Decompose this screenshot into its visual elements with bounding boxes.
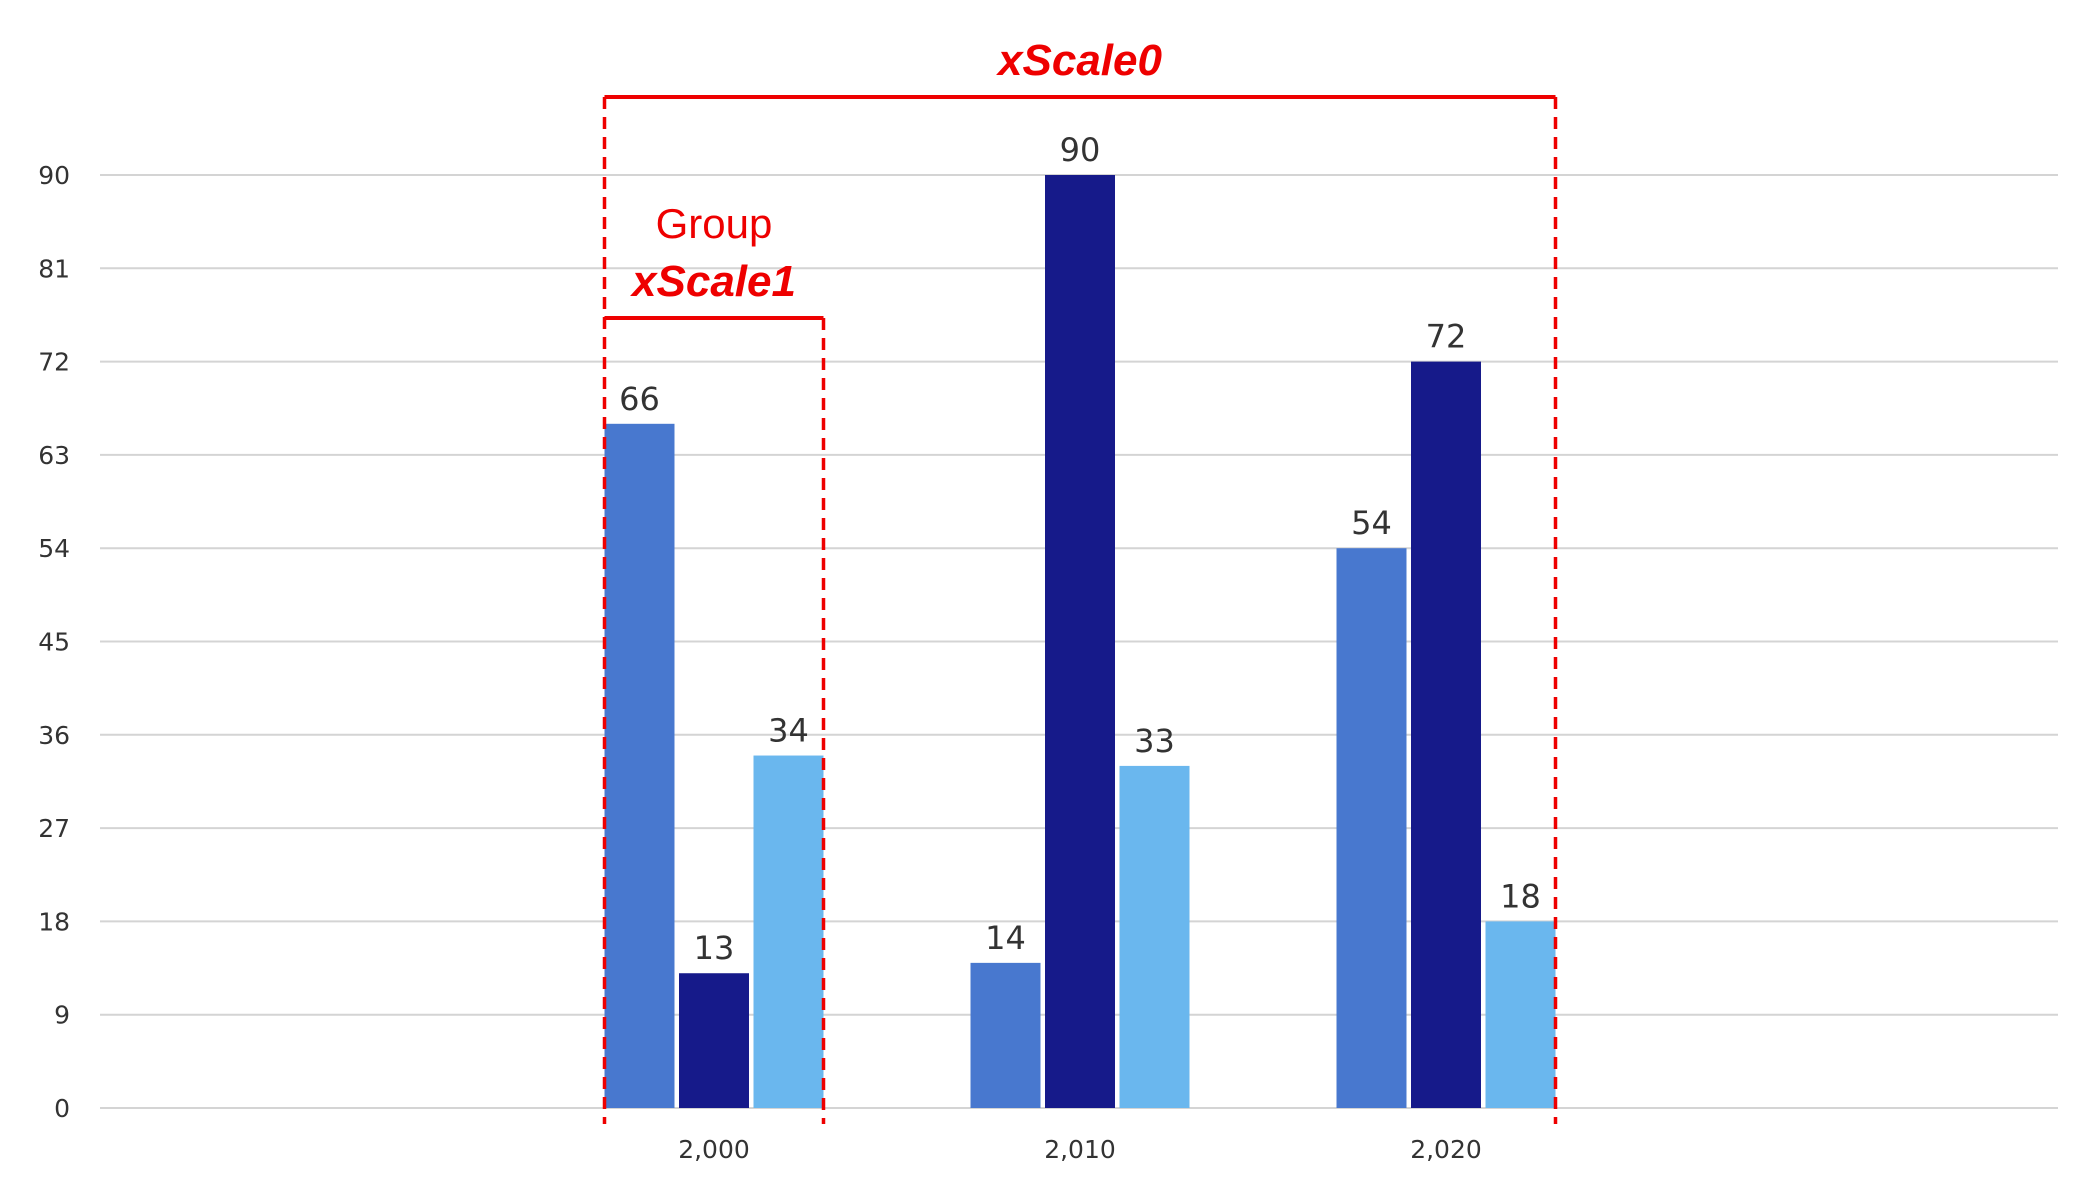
scale-annotations: xScale0 Group xScale1 [602,36,1558,1124]
data-label: 72 [1426,318,1467,356]
data-label: 33 [1134,722,1175,760]
y-axis-ticks: 0 9 18 27 36 45 54 63 72 81 90 [38,161,70,1123]
data-label: 14 [985,919,1026,957]
data-label: 18 [1500,877,1541,915]
x-tick-label: 2,000 [678,1135,750,1164]
y-tick-label: 45 [38,628,70,657]
data-label: 66 [619,380,660,418]
y-tick-label: 81 [38,254,70,283]
y-tick-label: 27 [38,814,70,843]
bar [604,423,675,1108]
xscale1-label: xScale1 [630,257,796,306]
y-tick-label: 18 [38,907,70,936]
data-label: 34 [768,712,809,750]
y-tick-label: 90 [38,161,70,190]
data-label: 90 [1060,131,1101,169]
y-tick-label: 9 [54,1001,70,1030]
group-label: Group [656,200,773,247]
bar [679,973,749,1108]
x-axis-ticks: 2,000 2,010 2,020 [678,1135,1482,1164]
y-tick-label: 63 [38,441,70,470]
bars [604,175,1556,1109]
xscale0-label: xScale0 [996,36,1162,85]
bar [1336,548,1407,1108]
bar [1119,765,1190,1108]
y-tick-label: 36 [38,721,70,750]
y-tick-label: 54 [38,534,70,563]
data-label: 54 [1351,504,1392,542]
data-labels: 66 13 34 14 90 33 54 72 18 [619,131,1541,967]
x-tick-label: 2,010 [1044,1135,1116,1164]
bar [970,962,1041,1108]
data-label: 13 [694,929,735,967]
bar [1485,921,1556,1108]
y-tick-label: 0 [54,1094,70,1123]
bar [1411,361,1481,1109]
x-tick-label: 2,020 [1410,1135,1482,1164]
y-tick-label: 72 [38,348,70,377]
bar [753,755,824,1108]
bar [1045,175,1115,1108]
